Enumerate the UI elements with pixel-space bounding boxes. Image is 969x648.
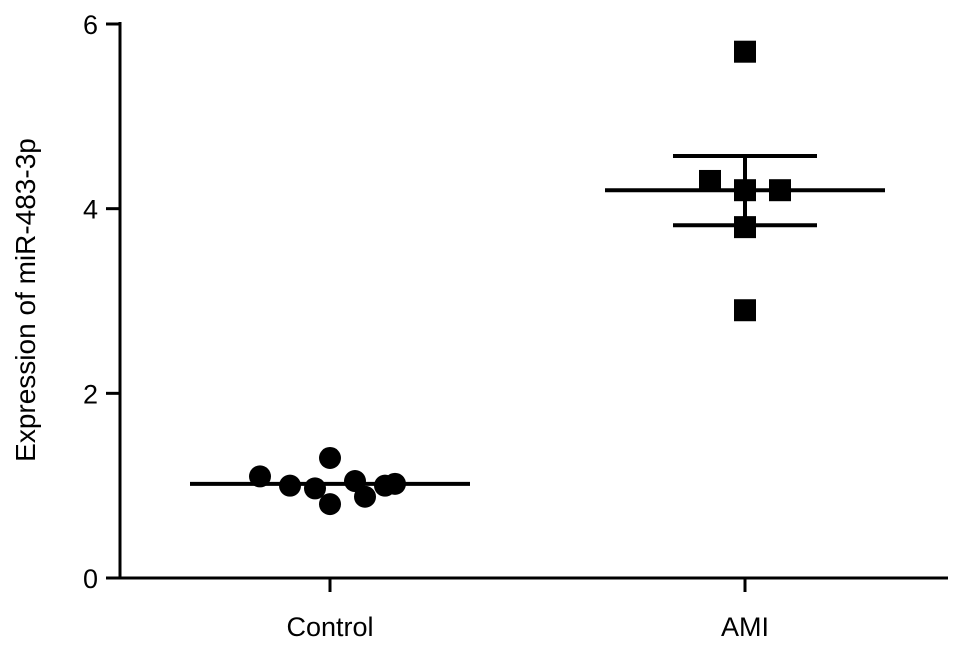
point-control-4 xyxy=(319,493,341,516)
point-ami-0 xyxy=(734,40,756,63)
group-control xyxy=(190,446,470,516)
axes xyxy=(118,22,948,580)
y-axis-title: Expression of miR-483-3p xyxy=(10,138,41,462)
point-control-5 xyxy=(344,470,366,493)
y-tick-label-2: 4 xyxy=(83,195,98,225)
x-tick-label-control: Control xyxy=(286,612,373,642)
x-tick-label-ami: AMI xyxy=(721,612,769,642)
data-marks xyxy=(190,40,885,516)
y-tick-label-3: 6 xyxy=(83,10,98,40)
group-ami xyxy=(605,40,885,322)
y-tick-label-1: 2 xyxy=(83,379,98,409)
point-ami-1 xyxy=(699,169,721,192)
x-ticks: Control AMI xyxy=(286,578,769,642)
point-control-6 xyxy=(354,485,376,508)
point-control-3 xyxy=(319,446,341,469)
point-ami-5 xyxy=(734,299,756,322)
y-tick-label-0: 0 xyxy=(83,564,98,594)
y-ticks: 0 2 4 6 xyxy=(83,10,120,594)
